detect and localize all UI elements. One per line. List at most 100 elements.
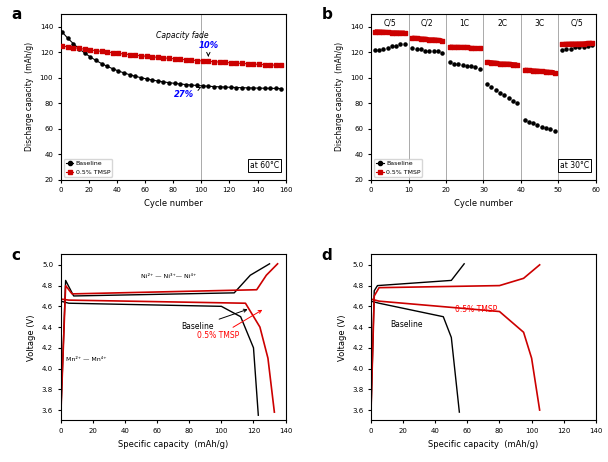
Point: [159, 54, 168, 61]
Text: 3C: 3C: [534, 19, 545, 28]
Point: [587, 41, 597, 49]
Point: [513, 100, 522, 107]
Point: [396, 40, 406, 47]
Point: [69, 44, 78, 51]
Point: [407, 44, 417, 52]
Text: 27%: 27%: [174, 87, 201, 99]
Point: [471, 64, 480, 71]
Point: [243, 84, 252, 91]
Point: [175, 80, 185, 88]
Point: [420, 47, 430, 55]
Point: [374, 46, 384, 54]
Point: [400, 40, 410, 47]
Point: [204, 58, 213, 65]
Point: [209, 58, 219, 66]
Point: [277, 85, 286, 92]
Point: [550, 128, 559, 135]
Text: at 60°C: at 60°C: [250, 161, 279, 170]
Point: [237, 60, 247, 67]
Point: [237, 84, 247, 91]
Text: 2C: 2C: [497, 19, 507, 28]
X-axis label: Specific capacity  (mAh/g): Specific capacity (mAh/g): [118, 440, 229, 449]
Point: [260, 85, 269, 92]
Point: [271, 85, 281, 92]
Point: [249, 61, 258, 68]
Point: [466, 44, 476, 52]
Text: C/5: C/5: [571, 19, 584, 28]
Point: [69, 40, 78, 48]
Point: [125, 71, 134, 79]
Point: [136, 52, 146, 60]
Text: C/2: C/2: [421, 19, 434, 28]
Text: at 30°C: at 30°C: [560, 161, 589, 170]
Point: [204, 83, 213, 90]
Point: [575, 44, 584, 51]
Point: [249, 84, 258, 91]
Point: [74, 45, 84, 52]
Point: [387, 29, 397, 36]
Point: [486, 59, 496, 66]
Point: [159, 78, 168, 85]
Point: [220, 59, 230, 66]
Point: [545, 125, 555, 133]
Point: [119, 50, 129, 58]
Text: Ni²⁺ — Ni³⁺— Ni⁴⁺: Ni²⁺ — Ni³⁺— Ni⁴⁺: [141, 274, 196, 280]
Point: [513, 61, 522, 68]
Legend: Baseline, 0.5% TMSP: Baseline, 0.5% TMSP: [374, 159, 423, 176]
Point: [416, 35, 426, 43]
Point: [541, 124, 551, 132]
Point: [458, 61, 468, 68]
Point: [226, 59, 236, 67]
Point: [370, 47, 379, 54]
Text: b: b: [322, 7, 333, 22]
Point: [63, 35, 73, 42]
Point: [265, 85, 275, 92]
X-axis label: Cycle number: Cycle number: [144, 199, 202, 208]
Point: [449, 60, 459, 67]
Point: [562, 46, 572, 53]
Point: [520, 116, 530, 124]
Text: 0.5% TMSP: 0.5% TMSP: [197, 310, 261, 340]
Point: [383, 44, 393, 52]
Point: [63, 43, 73, 50]
Point: [91, 47, 101, 55]
Point: [462, 44, 472, 51]
Point: [86, 53, 95, 61]
Point: [566, 45, 576, 53]
Point: [528, 120, 538, 127]
Point: [429, 36, 438, 43]
Point: [142, 75, 151, 83]
Point: [504, 94, 514, 101]
Y-axis label: Voltage (V): Voltage (V): [27, 314, 36, 361]
Point: [524, 118, 534, 126]
Point: [475, 45, 485, 52]
Point: [243, 60, 252, 67]
Point: [475, 65, 485, 72]
Point: [379, 45, 389, 53]
Point: [508, 97, 518, 104]
Point: [570, 40, 580, 48]
Point: [370, 28, 379, 36]
Point: [187, 56, 196, 64]
Point: [504, 61, 514, 68]
Point: [508, 61, 518, 68]
Point: [142, 53, 151, 60]
X-axis label: Specific capacity  (mAh/g): Specific capacity (mAh/g): [428, 440, 539, 449]
Point: [125, 51, 134, 58]
Point: [558, 46, 567, 54]
Point: [424, 47, 434, 55]
Point: [374, 28, 384, 36]
Point: [533, 67, 542, 75]
Point: [462, 63, 472, 70]
Point: [57, 28, 67, 36]
Point: [226, 84, 236, 91]
Point: [260, 61, 269, 68]
Legend: Baseline, 0.5% TMSP: Baseline, 0.5% TMSP: [64, 159, 112, 176]
Point: [108, 49, 118, 56]
Point: [396, 29, 406, 36]
Point: [412, 45, 421, 53]
Point: [541, 68, 551, 75]
Point: [424, 36, 434, 43]
Y-axis label: Discharge capacity  (mAh/g): Discharge capacity (mAh/g): [336, 42, 344, 152]
Point: [575, 40, 584, 48]
